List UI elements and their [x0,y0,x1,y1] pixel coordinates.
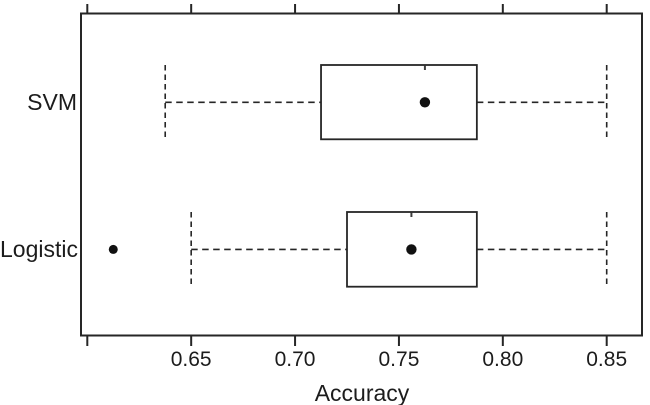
x-tick-label-0.65: 0.65 [170,348,212,371]
x-tick-label-0.70: 0.70 [274,348,316,371]
plot-border [80,12,643,337]
category-label-svm: SVM [27,89,77,115]
category-label-logistic: Logistic [0,236,78,262]
svm-box [320,64,478,141]
logistic-outlier-0 [108,244,118,254]
x-tick-label-0.80: 0.80 [482,348,524,371]
svm-center-dot [419,97,431,108]
logistic-center-dot [406,244,417,255]
x-tick-label-0.75: 0.75 [378,348,420,371]
x-axis-title: Accuracy [314,380,410,405]
x-tick-label-0.85: 0.85 [586,348,628,371]
